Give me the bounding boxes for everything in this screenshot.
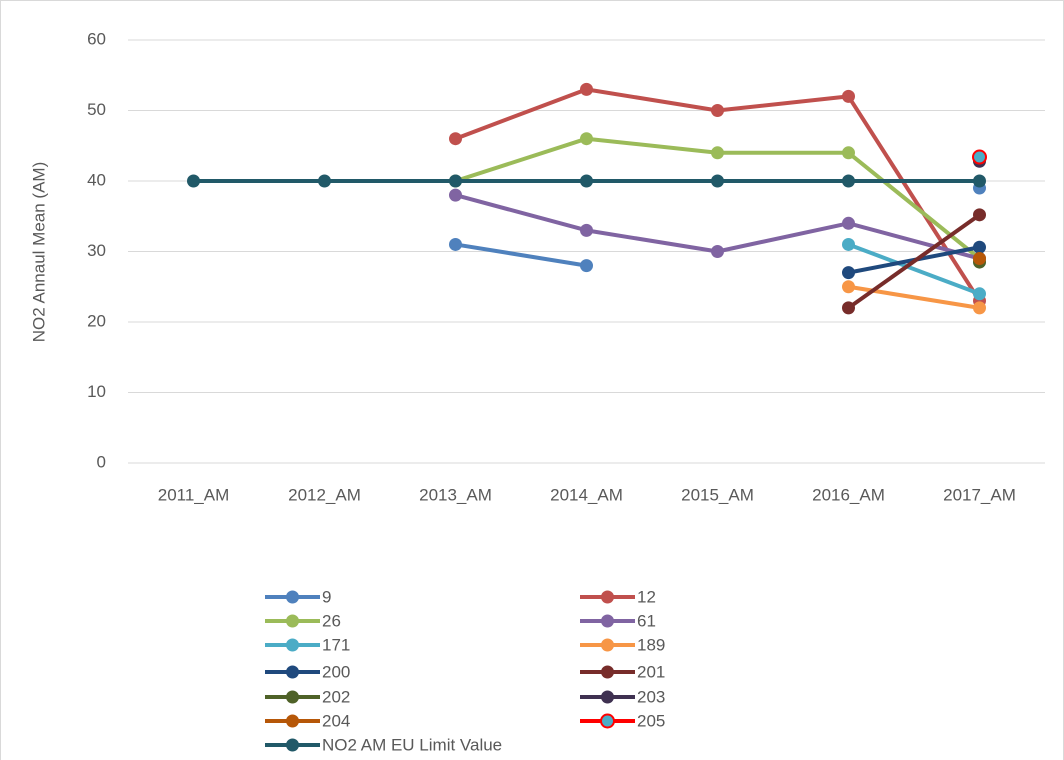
data-point [580,223,593,237]
y-tick-label: 60 [87,29,106,48]
legend-label: 26 [322,611,341,630]
legend-marker [286,638,299,652]
legend-marker [286,714,299,728]
legend-marker [601,614,614,628]
legend-label: 201 [637,662,665,681]
data-point [580,132,593,146]
x-tick-label: 2012_AM [288,485,361,504]
x-tick-label: 2016_AM [812,485,885,504]
y-tick-label: 40 [87,170,106,189]
legend-marker [601,665,614,679]
data-point [449,188,462,202]
legend-label: 12 [637,587,656,606]
legend-marker [286,690,299,704]
data-point [842,216,855,230]
legend-marker [286,665,299,679]
legend-label: 203 [637,687,665,706]
x-tick-label: 2013_AM [419,485,492,504]
legend-marker [601,638,614,652]
data-point [580,82,593,96]
y-tick-label: 30 [87,241,106,260]
legend-label: 205 [637,711,665,730]
data-point [973,301,986,315]
legend-marker [600,713,615,729]
data-point [842,146,855,160]
legend-marker [286,738,299,752]
x-tick-label: 2015_AM [681,485,754,504]
legend-label: 171 [322,635,350,654]
data-point [842,174,855,188]
legend-label: 9 [322,587,331,606]
data-point [711,104,724,117]
data-point [711,245,724,258]
data-point [711,146,724,160]
data-point [973,240,986,254]
legend-marker [286,614,299,628]
data-point [972,149,987,165]
series-line [847,242,981,296]
x-tick-label: 2017_AM [943,485,1016,504]
legend-label: 204 [322,711,350,730]
data-point [711,174,724,188]
data-point [842,266,855,280]
x-tick-label: 2014_AM [550,485,623,504]
x-tick-label: 2011_AM [158,485,230,504]
data-point [318,174,331,188]
data-point [973,252,986,266]
data-point [973,174,986,188]
legend-label: 200 [322,662,350,681]
data-point [973,208,986,222]
legend-label: 189 [637,635,665,654]
y-tick-label: 20 [87,311,106,330]
data-point [842,237,855,251]
series-line [847,213,981,310]
legend-marker [601,690,614,704]
legend-label: 202 [322,687,350,706]
data-point [842,280,855,294]
data-point [187,174,200,188]
legend-marker [601,590,614,604]
y-axis-label: NO2 Annaul Mean (AM) [29,162,48,342]
legend-label: NO2 AM EU Limit Value [322,735,502,754]
y-tick-label: 50 [87,100,106,119]
data-point [973,287,986,301]
legend-marker [286,590,299,604]
data-point [842,89,855,103]
data-point [449,174,462,188]
data-point [580,174,593,188]
data-point [842,301,855,315]
y-tick-label: 10 [87,382,106,401]
data-point [449,132,462,146]
data-point [580,259,593,273]
data-point [449,237,462,251]
legend-label: 61 [637,611,656,630]
y-tick-label: 0 [97,452,106,471]
